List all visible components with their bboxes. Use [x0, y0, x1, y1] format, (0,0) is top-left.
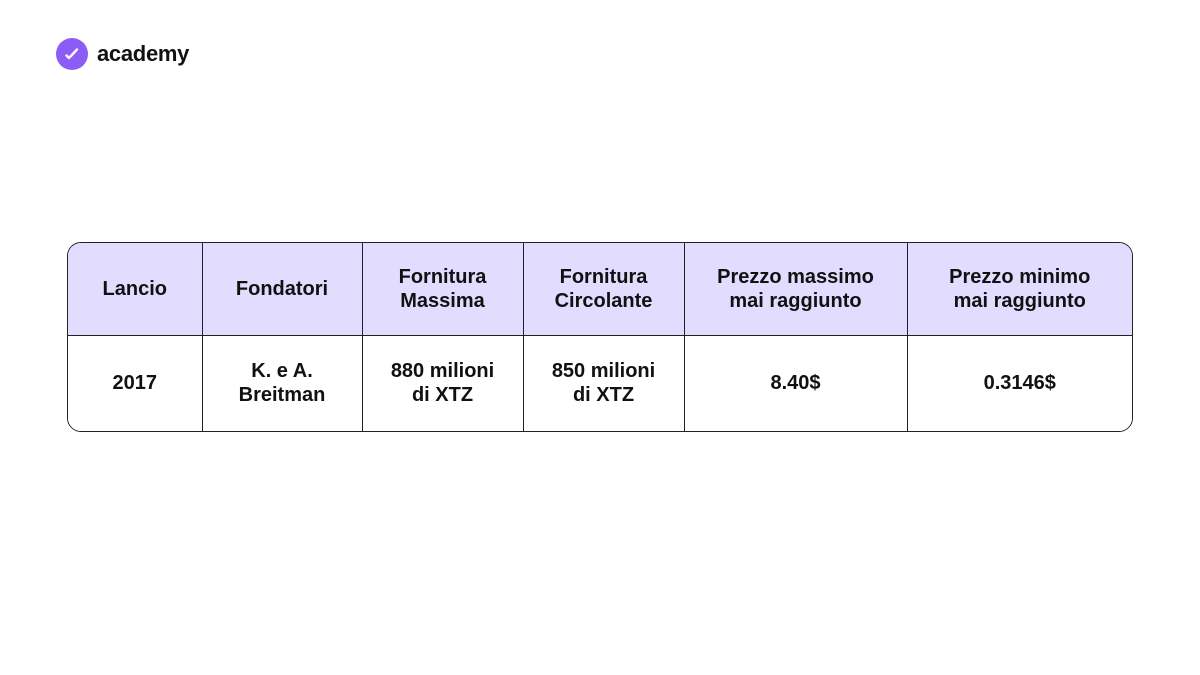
table-header-row: Lancio Fondatori Fornitura Massima Forni… — [68, 243, 1132, 336]
cell-fornitura-circolante: 850 milioni di XTZ — [523, 335, 685, 431]
header-fornitura-circolante: Fornitura Circolante — [523, 243, 685, 336]
header-fornitura-massima: Fornitura Massima — [362, 243, 524, 336]
table-row: 2017 K. e A. Breitman 880 milioni di XTZ… — [68, 335, 1132, 431]
brand-logo: academy — [56, 38, 189, 70]
header-prezzo-minimo: Prezzo minimo mai raggiunto — [907, 243, 1132, 336]
cell-prezzo-minimo: 0.3146$ — [983, 372, 1056, 395]
header-prezzo-massimo: Prezzo massimo mai raggiunto — [684, 243, 908, 336]
cell-lancio: 2017 — [68, 335, 203, 431]
checkmark-icon — [56, 38, 88, 70]
data-table: Lancio Fondatori Fornitura Massima Forni… — [67, 242, 1133, 432]
header-lancio: Lancio — [68, 243, 203, 336]
cell-fondatori: K. e A. Breitman — [202, 335, 363, 431]
cell-fornitura-massima: 880 milioni di XTZ — [362, 335, 524, 431]
brand-name: academy — [97, 41, 190, 66]
header-fondatori: Fondatori — [202, 243, 363, 336]
cell-prezzo-massimo: 8.40$ — [684, 335, 908, 431]
